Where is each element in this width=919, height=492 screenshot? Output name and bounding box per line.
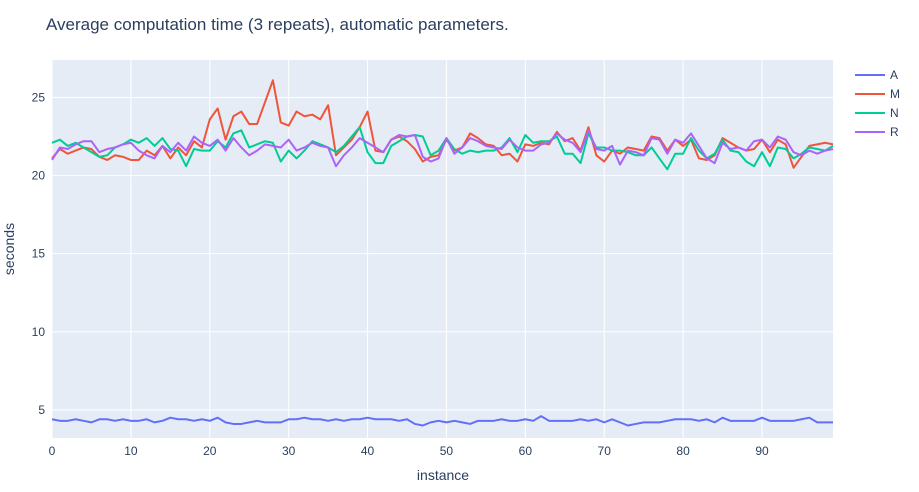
legend-label: A (890, 68, 898, 82)
legend-item-R[interactable]: R (855, 125, 899, 139)
x-tick-labels: 0 10 20 30 40 50 60 70 80 90 (49, 444, 769, 458)
x-tick-label: 30 (282, 444, 296, 458)
x-tick-label: 40 (361, 444, 375, 458)
series-line-N (51, 126, 834, 171)
x-tick-label: 10 (124, 444, 138, 458)
legend-label: R (890, 125, 899, 139)
y-tick-label: 20 (32, 169, 46, 183)
y-tick-label: 25 (32, 90, 46, 104)
x-tick-label: 0 (49, 444, 56, 458)
x-tick-label: 90 (755, 444, 769, 458)
series-lines (51, 79, 834, 427)
x-axis-title: instance (417, 467, 469, 483)
plot-area (52, 60, 833, 438)
x-tick-label: 50 (440, 444, 454, 458)
y-tick-label: 10 (32, 325, 46, 339)
series-line-A (51, 415, 833, 427)
y-axis-title: seconds (1, 223, 17, 275)
legend-label: M (890, 87, 900, 101)
x-tick-label: 20 (203, 444, 217, 458)
y-tick-labels: 5 10 15 20 25 (32, 90, 46, 416)
legend-item-A[interactable]: A (855, 68, 898, 82)
x-tick-label: 60 (519, 444, 533, 458)
legend-item-M[interactable]: M (855, 87, 900, 101)
y-tick-label: 15 (32, 247, 46, 261)
legend-item-N[interactable]: N (855, 106, 899, 120)
legend-label: N (890, 106, 899, 120)
series-line-R (51, 129, 834, 168)
y-tick-label: 5 (38, 403, 45, 417)
x-tick-label: 80 (676, 444, 690, 458)
chart-title: Average computation time (3 repeats), au… (46, 15, 509, 34)
x-tick-label: 70 (598, 444, 612, 458)
